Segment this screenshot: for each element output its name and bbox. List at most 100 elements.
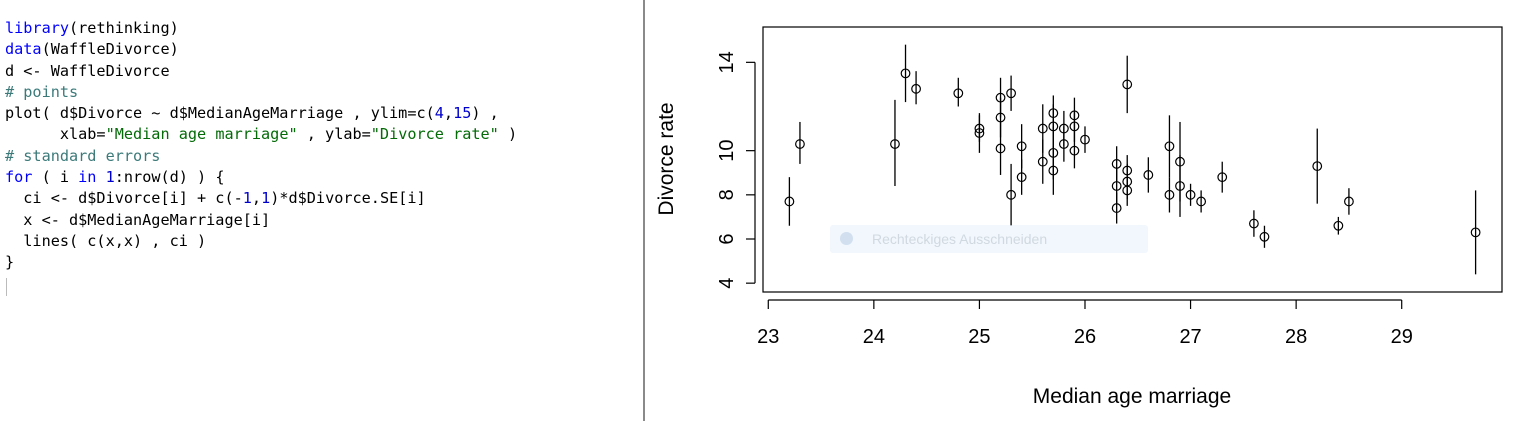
- code-line: data(WaffleDivorce): [5, 39, 517, 60]
- code-line: for ( i in 1:nrow(d) ) {: [5, 167, 517, 188]
- data-point: [1164, 189, 1175, 200]
- x-tick-label: 25: [968, 326, 990, 348]
- code-token: "Divorce rate": [370, 125, 499, 144]
- code-token: }: [5, 253, 15, 272]
- data-point: [953, 88, 964, 99]
- code-token: "Median age marriage": [105, 125, 298, 144]
- data-point: [795, 139, 805, 149]
- code-line: }: [5, 252, 517, 273]
- code-line: plot( d$Divorce ~ d$MedianAgeMarriage , …: [5, 103, 517, 124]
- data-point: [974, 128, 985, 138]
- code-token: 1: [261, 189, 271, 208]
- data-point: [1175, 181, 1185, 191]
- code-token: ci <- d$Divorce[i] + c(-: [5, 189, 243, 208]
- code-line: # standard errors: [5, 146, 517, 167]
- data-marks: [784, 44, 1481, 275]
- code-token: # points: [5, 82, 79, 101]
- data-point: [1016, 141, 1027, 152]
- data-point: [1344, 196, 1354, 207]
- y-tick-label: 10: [716, 140, 738, 162]
- code-token: lines( c(x,x) , ci ): [5, 231, 207, 250]
- plot-pane: 23 24 25 26 27 28 29 4 6 8 10 14 Median age marria…: [645, 0, 1520, 421]
- divorce-scatter-plot: 23 24 25 26 27 28 29 4 6 8 10 14 Median age marria…: [655, 26, 1503, 408]
- code-token: :nrow(d) ) {: [114, 168, 225, 187]
- data-point: [1217, 172, 1228, 183]
- x-tick-label: 26: [1074, 326, 1096, 348]
- snipping-tooltip-text: Rechteckiges Ausschneiden: [872, 231, 1048, 247]
- code-token: in: [78, 168, 97, 187]
- code-token: , ylab=: [297, 125, 371, 144]
- snipping-tooltip-overlay: Rechteckiges Ausschneiden: [830, 225, 1148, 253]
- code-line: library(rethinking): [5, 18, 517, 39]
- code-token: ,: [443, 104, 454, 123]
- code-lines: library(rethinking) data(WaffleDivorce) d …: [5, 18, 517, 274]
- data-point: [995, 112, 1006, 123]
- y-axis-label: Divorce rate: [655, 102, 678, 215]
- data-point: [1143, 170, 1154, 180]
- code-editor[interactable]: library(rethinking) data(WaffleDivorce) d …: [0, 0, 643, 421]
- data-point: [1312, 161, 1323, 172]
- code-token: plot( d$Divorce ~ d$MedianAgeMarriage , …: [5, 104, 435, 123]
- data-point: [1069, 145, 1080, 156]
- data-point: [1048, 165, 1059, 176]
- data-point: [1185, 189, 1196, 200]
- plot-box: [762, 26, 1503, 293]
- code-token: ): [498, 125, 518, 144]
- code-token: data: [5, 40, 42, 59]
- data-point: [890, 139, 900, 149]
- x-axis-label: Median age marriage: [1033, 385, 1231, 408]
- code-token: [96, 168, 105, 186]
- data-point: [784, 196, 795, 207]
- data-point: [1058, 139, 1069, 149]
- code-token: 1: [105, 168, 115, 187]
- code-token: # standard errors: [5, 146, 161, 165]
- x-tick-label: 29: [1391, 326, 1413, 348]
- text-cursor: [6, 278, 7, 296]
- code-token: xlab=: [5, 125, 106, 144]
- data-point: [1006, 88, 1016, 99]
- code-token: 15: [453, 104, 472, 123]
- data-point: [911, 83, 921, 94]
- code-token: (rethinking): [69, 19, 179, 37]
- code-token: for: [5, 168, 33, 187]
- code-token: 4: [434, 104, 444, 123]
- data-point: [1122, 79, 1133, 90]
- code-token: x <- d$MedianAgeMarriage[i]: [5, 210, 271, 229]
- code-line: # points: [5, 82, 517, 103]
- code-line: xlab="Median age marriage" , ylab="Divor…: [5, 124, 517, 145]
- data-point: [1016, 172, 1027, 183]
- code-line: ci <- d$Divorce[i] + c(-1,1)*d$Divorce.S…: [5, 188, 517, 209]
- x-tick-label: 27: [1179, 326, 1201, 348]
- code-token: ,: [251, 189, 262, 208]
- code-line: lines( c(x,x) , ci ): [5, 231, 517, 252]
- x-tick-label: 24: [863, 326, 885, 348]
- snip-icon: [840, 232, 853, 245]
- data-point: [1069, 121, 1080, 132]
- data-point: [1111, 159, 1122, 169]
- x-tick-label: 28: [1285, 326, 1307, 348]
- code-token: ( i: [32, 168, 79, 187]
- data-point: [1006, 189, 1016, 200]
- data-point: [900, 68, 911, 79]
- code-token: ) ,: [471, 104, 499, 123]
- data-point: [1122, 185, 1133, 196]
- code-line: d <- WaffleDivorce: [5, 61, 517, 82]
- code-token: d <- WaffleDivorce: [5, 61, 170, 80]
- data-point: [1196, 196, 1207, 207]
- data-point: [1111, 181, 1122, 191]
- code-token: (WaffleDivorce): [41, 40, 179, 59]
- code-token: 1: [242, 189, 252, 208]
- data-point: [1249, 218, 1259, 229]
- data-point: [1080, 134, 1090, 145]
- y-tick-label: 6: [716, 233, 738, 244]
- y-tick-label: 14: [716, 51, 738, 73]
- data-point: [1470, 227, 1481, 238]
- pane-divider[interactable]: [643, 0, 645, 421]
- data-point: [1111, 203, 1122, 213]
- data-point: [1259, 231, 1270, 242]
- data-point: [1037, 156, 1048, 167]
- y-tick-label: 8: [716, 189, 738, 200]
- code-token: library: [5, 19, 70, 37]
- data-point: [1333, 220, 1344, 231]
- data-point: [1037, 123, 1048, 134]
